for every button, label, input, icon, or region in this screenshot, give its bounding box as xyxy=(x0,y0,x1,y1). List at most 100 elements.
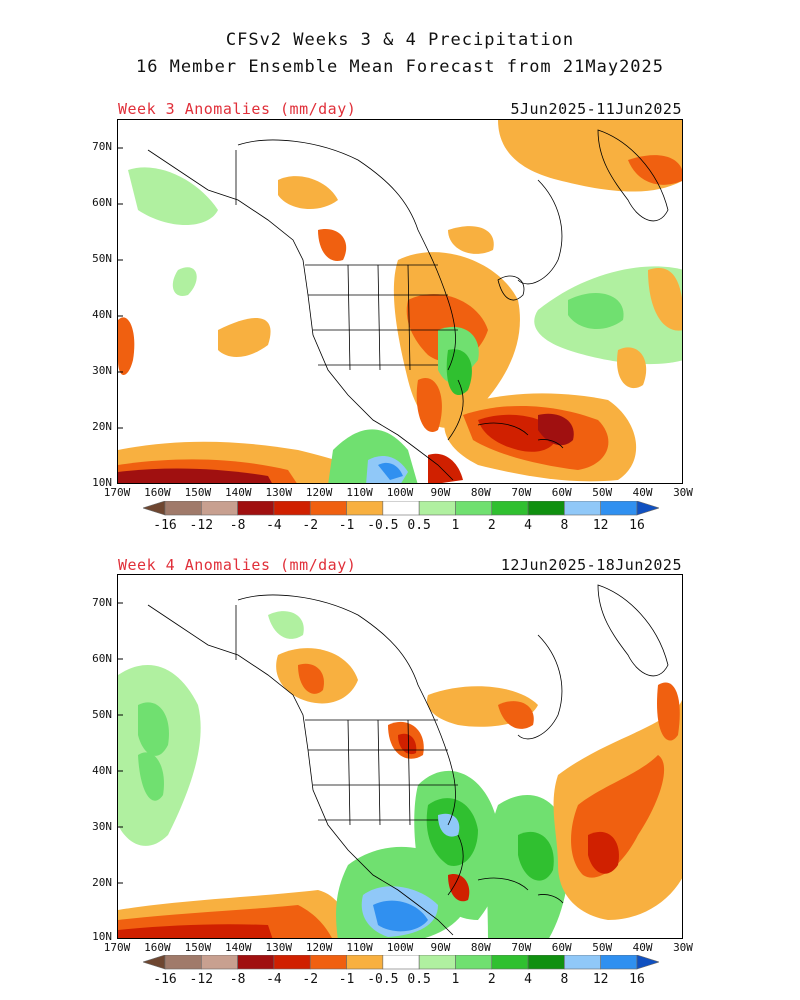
colorbar-swatch xyxy=(201,501,238,516)
colorbar-label: -2 xyxy=(302,518,319,533)
colorbar-swatch xyxy=(527,501,565,516)
colorbar-label: -16 xyxy=(153,518,177,533)
colorbar-label: -8 xyxy=(229,972,246,987)
colorbar-label: -1 xyxy=(338,972,355,987)
coastlines xyxy=(147,129,669,481)
lon-label: 90W xyxy=(430,486,451,499)
colorbar-label: -0.5 xyxy=(367,972,399,987)
colorbar-swatch xyxy=(382,955,420,970)
colorbar-swatch xyxy=(636,501,659,516)
lon-label: 130W xyxy=(265,486,292,499)
week3-dates: 5Jun2025-11Jun2025 xyxy=(510,100,682,118)
lon-label: 90W xyxy=(430,941,451,954)
colorbar-week4 xyxy=(143,955,659,970)
lon-label: 30W xyxy=(673,486,693,499)
lon-label: 50W xyxy=(592,941,613,954)
lon-label: 150W xyxy=(184,941,212,954)
colorbar-swatch xyxy=(346,955,384,970)
colorbar-swatch xyxy=(564,501,601,516)
colorbar-swatch xyxy=(636,955,659,970)
colorbar-label: 1 xyxy=(451,518,460,533)
colorbar-swatch xyxy=(273,955,311,970)
lon-label: 170W xyxy=(103,486,131,499)
lon-label: 100W xyxy=(386,486,414,499)
colorbar-swatch xyxy=(201,955,238,970)
colorbar-swatch xyxy=(418,501,456,516)
colorbar-label: 1 xyxy=(451,972,460,987)
week3-anomaly-fill xyxy=(118,120,682,483)
colorbar-label: 2 xyxy=(487,972,496,987)
colorbar-week3 xyxy=(143,501,659,516)
colorbar-label: 8 xyxy=(560,518,569,533)
colorbar-swatch xyxy=(600,501,638,516)
colorbar-label: 4 xyxy=(524,972,532,987)
colorbar-label: 4 xyxy=(524,518,532,533)
colorbar-label: -12 xyxy=(189,518,214,533)
colorbar-swatch xyxy=(237,501,275,516)
lon-label: 140W xyxy=(225,486,252,499)
colorbar-swatch xyxy=(600,955,638,970)
week3-label: Week 3 Anomalies (mm/day) xyxy=(118,100,357,118)
lon-label: 150W xyxy=(184,486,212,499)
colorbar-swatch xyxy=(273,501,311,516)
colorbar-swatch xyxy=(491,501,529,516)
colorbar-swatch xyxy=(309,955,347,970)
lat-label: 10N xyxy=(92,930,112,943)
colorbar-swatch xyxy=(237,955,275,970)
colorbar-swatch xyxy=(143,501,166,516)
colorbar-swatch xyxy=(346,501,384,516)
lon-label: 60W xyxy=(551,486,572,499)
lon-label: 80W xyxy=(470,486,491,499)
colorbar-label: -0.5 xyxy=(367,518,399,533)
colorbar-label: -16 xyxy=(153,972,177,987)
colorbar-swatch xyxy=(164,501,202,516)
colorbar-label: -2 xyxy=(302,972,319,987)
colorbar-label: -4 xyxy=(266,972,282,987)
lat-label: 10N xyxy=(92,476,112,489)
lat-label: 50N xyxy=(92,252,112,265)
lat-label: 70N xyxy=(92,596,112,609)
lon-label: 40W xyxy=(632,941,653,954)
lat-label: 20N xyxy=(92,420,112,433)
lat-label: 40N xyxy=(92,308,112,321)
colorbar-label: 2 xyxy=(487,518,496,533)
lon-label: 50W xyxy=(592,486,613,499)
colorbar-swatch xyxy=(527,955,565,970)
lon-label: 60W xyxy=(551,941,572,954)
lat-label: 40N xyxy=(92,764,112,777)
lon-label: 160W xyxy=(144,486,171,499)
lat-label: 50N xyxy=(92,708,112,721)
lon-label: 130W xyxy=(265,941,292,954)
axis-ticks xyxy=(118,147,123,429)
lon-label: 40W xyxy=(632,486,653,499)
week4-map xyxy=(117,574,683,939)
colorbar-swatch xyxy=(143,955,166,970)
chart-subtitle: 16 Member Ensemble Mean Forecast from 21… xyxy=(135,57,665,77)
colorbar-label: 12 xyxy=(592,518,609,533)
lon-label: 140W xyxy=(225,941,252,954)
colorbar-label: 0.5 xyxy=(407,972,431,987)
colorbar-label: 0.5 xyxy=(407,518,431,533)
lon-label: 70W xyxy=(511,941,532,954)
lon-label: 120W xyxy=(305,486,333,499)
lat-label: 20N xyxy=(92,876,112,889)
week4-dates: 12Jun2025-18Jun2025 xyxy=(500,556,682,574)
colorbar-label: 16 xyxy=(629,518,645,533)
colorbar-label: 12 xyxy=(592,972,609,987)
coastlines-week4 xyxy=(147,584,669,936)
colorbar-label: -12 xyxy=(189,972,214,987)
colorbar-label: 8 xyxy=(560,972,569,987)
colorbar-swatch xyxy=(164,955,202,970)
lon-label: 30W xyxy=(673,941,693,954)
lat-label: 60N xyxy=(92,652,112,665)
lon-label: 110W xyxy=(346,941,373,954)
colorbar-label: -4 xyxy=(266,518,282,533)
lon-label: 70W xyxy=(511,486,532,499)
colorbar-swatch xyxy=(309,501,347,516)
lat-label: 30N xyxy=(92,820,112,833)
colorbar-swatch xyxy=(491,955,529,970)
lat-label: 70N xyxy=(92,140,112,153)
colorbar-swatch xyxy=(418,955,456,970)
lat-label: 60N xyxy=(92,196,112,209)
lon-label: 160W xyxy=(144,941,171,954)
